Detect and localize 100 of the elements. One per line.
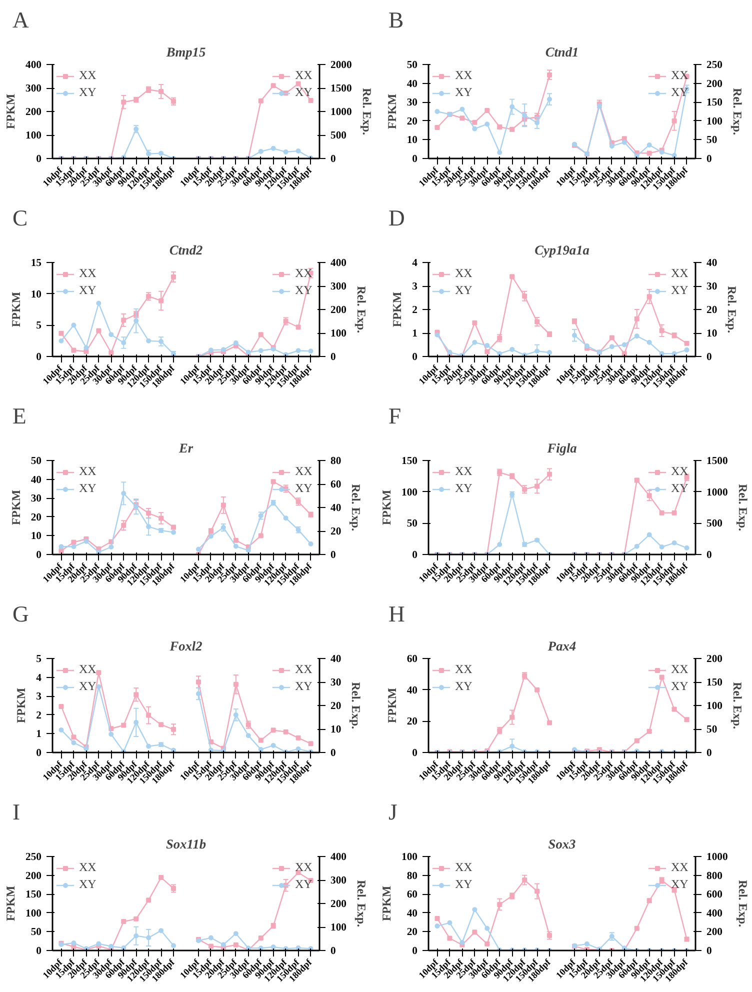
y2-tick-label: 200	[706, 654, 722, 665]
y2-tick-label: 1000	[330, 107, 352, 118]
legend-label: XY	[295, 877, 314, 892]
y-tick-label: 2	[36, 710, 42, 722]
legend-label: XX	[455, 266, 474, 281]
legend-label: XX	[671, 68, 690, 83]
chart-title: Sox11b	[166, 836, 206, 852]
y-tick-label: 100	[26, 130, 42, 142]
y2-axis-title: Rel. Exp.	[360, 88, 374, 136]
y2-tick-label: 0	[706, 748, 712, 759]
y-tick-label: 0	[36, 946, 42, 957]
y-axis-title: FPKM	[4, 94, 18, 130]
y-axis-title: FPKM	[390, 292, 404, 328]
y-tick-label: 0	[412, 550, 418, 561]
y-tick-label: 1	[36, 729, 42, 740]
chart-title: Pax4	[548, 638, 576, 654]
legend-label: XY	[79, 283, 98, 298]
y2-tick-label: 0	[330, 550, 336, 561]
y2-tick-label: 0	[706, 352, 712, 363]
y-tick-label: 0	[412, 154, 418, 165]
y2-tick-label: 800	[706, 870, 722, 882]
text: C	[12, 206, 28, 230]
y2-axis-title: Rel. Exp.	[354, 880, 368, 928]
y2-tick-label: 0	[330, 154, 336, 165]
legend-label: XX	[79, 860, 98, 875]
legend-label: XY	[455, 481, 474, 496]
y-tick-label: 60	[406, 890, 418, 901]
y2-tick-label: 0	[330, 748, 336, 759]
y2-tick-label: 20	[706, 305, 718, 316]
y-tick-label: 5	[36, 654, 42, 665]
y-tick-label: 10	[30, 531, 42, 542]
y2-tick-label: 10	[706, 328, 718, 340]
y-tick-label: 3	[36, 692, 42, 703]
legend-label: XY	[671, 679, 690, 694]
legend-label: XX	[671, 266, 690, 281]
legend-label: XY	[455, 283, 474, 298]
legend-label: XY	[79, 679, 98, 694]
y2-tick-label: 40	[330, 654, 342, 665]
legend-label: XX	[455, 68, 474, 83]
y-tick-label: 15	[30, 258, 42, 269]
y2-tick-label: 250	[706, 60, 722, 71]
y2-tick-label: 500	[706, 518, 722, 530]
y2-tick-label: 20	[330, 526, 342, 538]
y-tick-label: 50	[30, 456, 42, 467]
y-tick-label: 2	[412, 305, 418, 316]
y-tick-label: 80	[406, 870, 418, 882]
legend-label: XX	[295, 860, 314, 875]
text: E	[12, 404, 26, 428]
legend-label: XY	[455, 85, 474, 100]
y2-tick-label: 0	[706, 946, 712, 957]
y-tick-label: 30	[30, 494, 42, 505]
y-tick-label: 50	[406, 518, 418, 530]
legend-label: XX	[79, 68, 98, 83]
y-tick-label: 0	[36, 154, 42, 165]
y2-tick-label: 150	[706, 678, 722, 688]
y-tick-label: 0	[36, 352, 42, 363]
chart-title: Foxl2	[168, 638, 203, 654]
y-tick-label: 200	[26, 870, 42, 882]
y-tick-label: 20	[406, 927, 418, 938]
y-tick-label: 20	[30, 512, 42, 524]
legend-label: XY	[295, 85, 314, 100]
y2-tick-label: 0	[706, 550, 712, 561]
y2-axis-title: Rel. Exp.	[736, 880, 750, 928]
legend-label: XX	[295, 464, 314, 479]
y2-tick-label: 0	[706, 154, 712, 165]
y2-tick-label: 30	[706, 282, 718, 292]
y2-tick-label: 1000	[706, 487, 728, 498]
y2-tick-label: 100	[330, 328, 346, 340]
y-axis-title: FPKM	[384, 94, 399, 130]
y-tick-label: 4	[36, 672, 42, 684]
y-tick-label: 20	[406, 116, 418, 128]
y2-tick-label: 300	[330, 282, 346, 292]
legend-label: XX	[79, 662, 98, 677]
y-axis-title: FPKM	[4, 886, 18, 922]
legend-label: XX	[455, 464, 474, 479]
y2-tick-label: 80	[330, 456, 342, 467]
legend-label: XX	[79, 266, 98, 281]
y-tick-label: 5	[36, 320, 42, 332]
legend-label: XX	[455, 860, 474, 875]
legend-label: XY	[79, 481, 98, 496]
legend-label: XY	[671, 283, 690, 298]
legend-label: XY	[295, 679, 314, 694]
y2-axis-title: Rel. Exp.	[736, 484, 750, 532]
y-tick-label: 0	[36, 550, 42, 561]
legend-label: XX	[79, 464, 98, 479]
text: B	[388, 8, 404, 32]
legend-label: XX	[671, 662, 690, 677]
y-axis-title: FPKM	[380, 886, 394, 922]
legend-label: XY	[79, 85, 98, 100]
y2-tick-label: 1500	[706, 456, 728, 467]
y2-tick-label: 200	[330, 305, 346, 316]
legend-label: XX	[671, 860, 690, 875]
y2-tick-label: 40	[706, 258, 718, 269]
y2-tick-label: 300	[330, 876, 346, 886]
y-tick-label: 20	[406, 716, 418, 728]
y2-tick-label: 100	[706, 116, 722, 128]
y-tick-label: 300	[26, 84, 42, 94]
y-tick-label: 60	[406, 654, 418, 665]
y-tick-label: 40	[406, 685, 418, 696]
y2-tick-label: 200	[706, 927, 722, 938]
